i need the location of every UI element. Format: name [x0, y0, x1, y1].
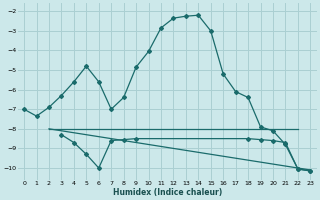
X-axis label: Humidex (Indice chaleur): Humidex (Indice chaleur)	[113, 188, 222, 197]
